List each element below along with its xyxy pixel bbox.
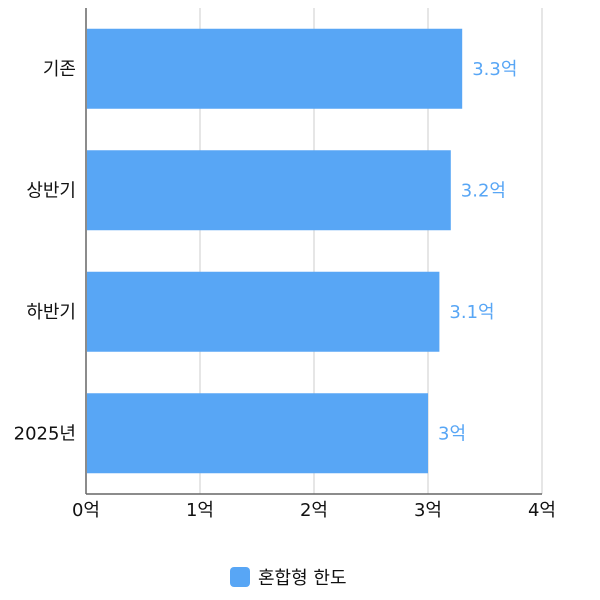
bars <box>87 28 463 474</box>
data-label: 3.2억 <box>461 180 506 201</box>
legend-swatch <box>230 567 250 587</box>
x-tick-label: 4억 <box>528 500 556 521</box>
category-label: 상반기 <box>26 180 76 201</box>
bar-1 <box>87 150 451 231</box>
data-label: 3억 <box>438 423 466 444</box>
bar-3 <box>87 393 428 474</box>
x-tick-label: 3억 <box>414 500 442 521</box>
axes <box>85 8 542 495</box>
legend-label: 혼합형 한도 <box>258 568 347 589</box>
bar-2 <box>87 271 440 352</box>
x-tick-label: 2억 <box>300 500 328 521</box>
legend: 혼합형 한도 <box>230 567 347 589</box>
category-label: 하반기 <box>26 302 76 323</box>
category-label: 기존 <box>43 59 76 80</box>
category-label: 2025년 <box>14 423 76 444</box>
data-label: 3.1억 <box>449 302 494 323</box>
bar-0 <box>87 28 463 109</box>
x-tick-label: 1억 <box>186 500 214 521</box>
x-tick-label: 0억 <box>72 500 100 521</box>
data-label: 3.3억 <box>472 59 517 80</box>
